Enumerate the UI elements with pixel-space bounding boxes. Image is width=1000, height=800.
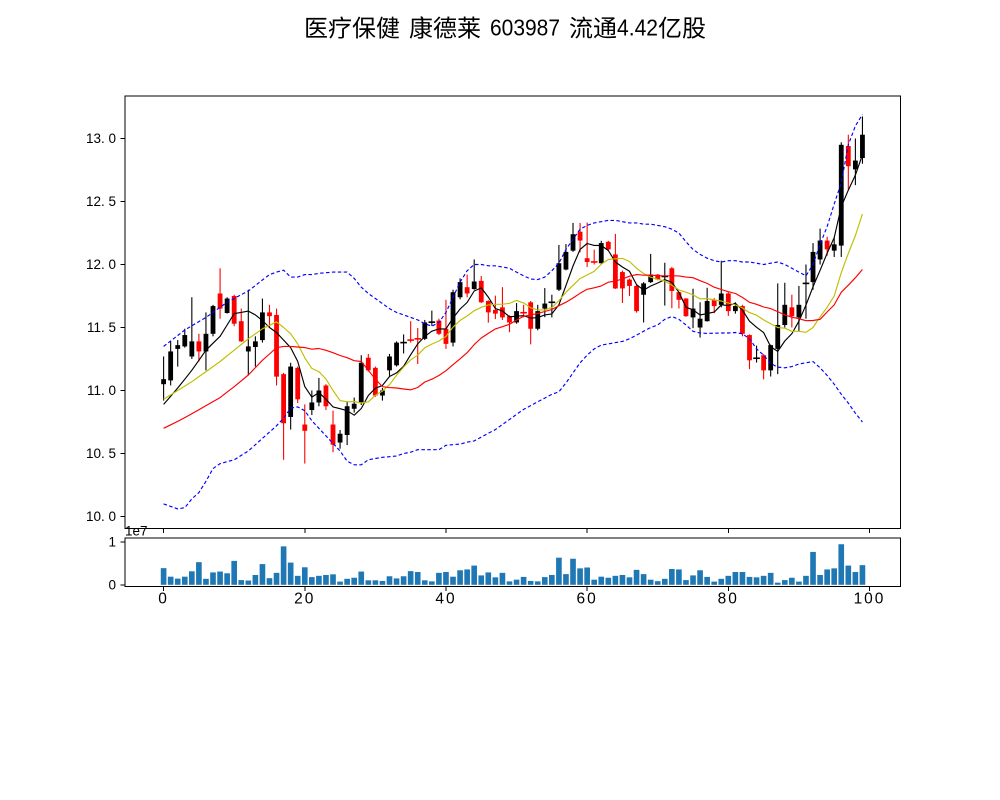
svg-text:0: 0 (108, 577, 116, 592)
svg-text:12. 0: 12. 0 (86, 257, 116, 272)
svg-text:4.42: 4.42 (617, 15, 658, 41)
svg-text:1: 1 (108, 535, 116, 550)
svg-text:20: 20 (294, 591, 315, 608)
svg-text:10. 5: 10. 5 (86, 446, 116, 461)
svg-text:100: 100 (854, 591, 886, 608)
svg-text:13. 0: 13. 0 (86, 131, 116, 146)
svg-text:12. 5: 12. 5 (86, 194, 116, 209)
svg-text:1e7: 1e7 (125, 524, 148, 539)
svg-text:11. 5: 11. 5 (87, 320, 116, 335)
svg-text:80: 80 (718, 591, 739, 608)
svg-text:11. 0: 11. 0 (87, 383, 116, 398)
svg-text:0: 0 (158, 591, 169, 608)
svg-text:10. 0: 10. 0 (86, 509, 116, 524)
svg-text:60: 60 (576, 591, 597, 608)
svg-text:603987: 603987 (490, 15, 560, 41)
svg-text:40: 40 (435, 591, 456, 608)
